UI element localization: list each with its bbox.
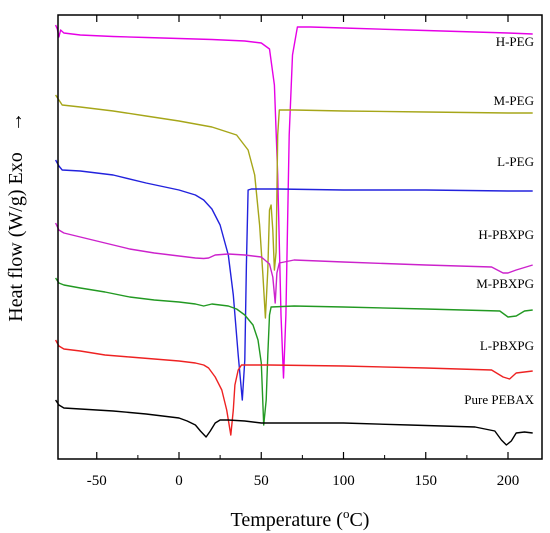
series-line-pure-pebax <box>55 399 533 446</box>
x-tick-label-150: 150 <box>415 473 438 489</box>
series-label-m-peg: M-PEG <box>494 93 534 108</box>
series-label-h-pbxpg: H-PBXPG <box>478 227 534 242</box>
series-label-l-peg: L-PEG <box>497 154 534 169</box>
series-line-l-peg <box>54 159 533 401</box>
tick-layer: -50 0 50 100 150 200 <box>87 15 520 489</box>
x-tick-label-50: 50 <box>254 473 269 489</box>
plot-frame <box>57 14 543 460</box>
series-line-m-peg <box>55 94 533 319</box>
x-tick-label--50: -50 <box>87 473 107 489</box>
series-layer <box>54 24 533 446</box>
x-axis-title: Temperature (oC) <box>231 506 370 531</box>
y-axis-title: Heat flow (W/g) Exo <box>5 152 27 321</box>
y-axis-arrow: → <box>5 112 27 132</box>
label-layer: H-PEG M-PEG L-PEG H-PBXPG M-PBXPG L-PBXPG Pure… <box>464 34 534 407</box>
x-axis-unit-superscript: o <box>343 506 350 521</box>
exo-arrow-icon: → <box>5 112 27 132</box>
series-line-h-pbxpg <box>54 222 533 304</box>
series-line-h-peg <box>54 24 533 379</box>
y-axis-title-text: Heat flow (W/g) Exo <box>5 152 27 321</box>
series-label-l-pbxpg: L-PBXPG <box>480 338 534 353</box>
x-tick-label-0: 0 <box>175 473 183 489</box>
series-label-pure-pebax: Pure PEBAX <box>464 392 534 407</box>
series-line-l-pbxpg <box>54 339 533 436</box>
x-tick-label-200: 200 <box>497 473 520 489</box>
series-line-m-pbxpg <box>55 277 533 426</box>
x-tick-label-100: 100 <box>332 473 355 489</box>
series-label-m-pbxpg: M-PBXPG <box>476 276 534 291</box>
series-label-h-peg: H-PEG <box>496 34 534 49</box>
